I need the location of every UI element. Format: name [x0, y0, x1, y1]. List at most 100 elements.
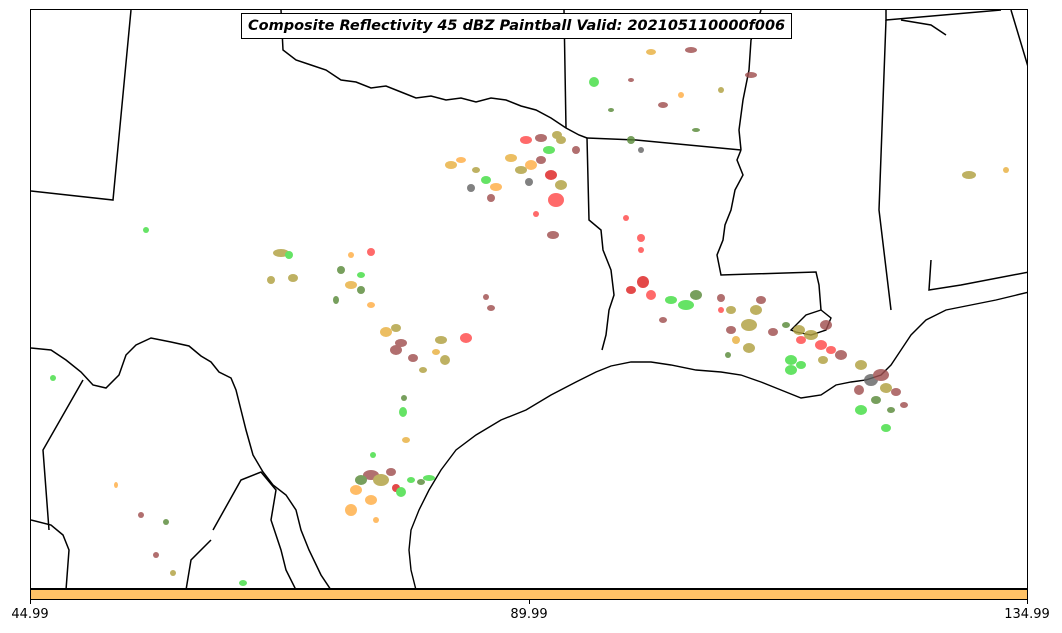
storm-cell	[350, 485, 362, 495]
storm-cell	[628, 78, 634, 82]
storm-cell	[626, 286, 636, 294]
storm-cell	[873, 369, 889, 381]
map-canvas	[31, 10, 1027, 588]
storm-cell	[505, 154, 517, 162]
storm-cell	[962, 171, 976, 179]
storm-cell	[658, 102, 668, 108]
storm-cell	[357, 286, 365, 294]
storm-cell	[543, 146, 555, 154]
storm-cell	[793, 325, 805, 335]
storm-cell	[880, 383, 892, 393]
storm-cell	[881, 424, 891, 432]
storm-cell	[678, 92, 684, 98]
storm-cell	[50, 375, 56, 381]
storm-cell	[490, 183, 502, 191]
storm-cell	[659, 317, 667, 323]
storm-cell	[396, 487, 406, 497]
storm-cell	[900, 402, 908, 408]
colorbar	[30, 589, 1028, 600]
texas-coastline	[408, 291, 1027, 588]
storm-cell	[796, 361, 806, 369]
storm-cell	[370, 452, 376, 458]
storm-cell	[717, 294, 725, 302]
storm-cell	[637, 234, 645, 242]
storm-cell	[432, 349, 440, 355]
storm-cell	[608, 108, 614, 112]
storm-cell	[891, 388, 901, 396]
storm-cell	[380, 327, 392, 337]
storm-cell	[483, 294, 489, 300]
storm-cell	[285, 251, 293, 259]
storm-cell	[796, 336, 806, 344]
storm-cell	[545, 170, 557, 180]
arkansas-south-border	[586, 137, 742, 151]
storm-cell	[143, 227, 149, 233]
storm-cell	[138, 512, 144, 518]
sabine-river-border	[586, 137, 615, 351]
storm-cell	[741, 319, 757, 331]
storm-cell	[239, 580, 247, 586]
colorbar-tick-max	[1027, 600, 1028, 604]
storm-cell	[365, 495, 377, 505]
mexico-state-border-1	[31, 519, 70, 588]
storm-cell	[408, 354, 418, 362]
colorbar-label-min: 44.99	[11, 607, 49, 622]
colorbar-label-max: 134.99	[1004, 607, 1050, 622]
storm-cell	[435, 336, 447, 344]
storm-cell	[487, 305, 495, 311]
storm-cell	[367, 302, 375, 308]
storm-cell	[333, 296, 339, 304]
storm-cell	[423, 475, 435, 481]
colorbar-label-mid: 89.99	[510, 607, 548, 622]
red-river-border	[280, 10, 588, 139]
storm-cell	[456, 157, 466, 163]
storm-cell	[536, 156, 546, 164]
colorbar-tick-mid	[529, 600, 530, 604]
storm-cell	[726, 306, 736, 314]
storm-cell	[407, 477, 415, 483]
storm-cell	[871, 396, 881, 404]
storm-cell	[417, 479, 425, 485]
mexico-state-border-4	[185, 539, 212, 588]
storm-cell	[399, 407, 407, 417]
storm-cell	[345, 504, 357, 516]
storm-cell	[337, 266, 345, 274]
storm-cell	[460, 333, 472, 343]
storm-cell	[726, 326, 736, 334]
storm-cell	[855, 360, 867, 370]
storm-cell	[487, 194, 495, 202]
storm-cell	[692, 128, 700, 132]
map-panel	[30, 9, 1028, 589]
storm-cell	[835, 350, 847, 360]
storm-cell	[440, 355, 450, 365]
mississippi-river-border	[716, 149, 822, 311]
storm-cell	[373, 517, 379, 523]
storm-cell	[348, 252, 354, 258]
storm-cell	[170, 570, 176, 576]
storm-cell	[718, 87, 724, 93]
storm-cell	[745, 72, 757, 78]
map-title: Composite Reflectivity 45 dBZ Paintball …	[241, 13, 793, 39]
storm-cell	[572, 146, 580, 154]
storm-cell	[391, 324, 401, 332]
storm-cell	[401, 395, 407, 401]
tennessee-border	[885, 10, 1002, 21]
georgia-border	[1010, 10, 1027, 66]
storm-cell	[556, 136, 566, 144]
storm-cell	[520, 136, 532, 144]
storm-cell	[472, 167, 480, 173]
storm-cell	[638, 247, 644, 253]
coastline	[408, 291, 1027, 588]
storm-cell	[1003, 167, 1009, 173]
rio-grande-border	[31, 337, 331, 588]
storm-cell	[627, 136, 635, 144]
storm-cell	[533, 211, 539, 217]
storm-cell	[386, 468, 396, 476]
storm-cell	[355, 475, 367, 485]
storm-cell	[725, 352, 731, 358]
storm-cell	[678, 300, 694, 310]
storm-cell	[555, 180, 567, 190]
kentucky-border	[900, 19, 947, 36]
storm-cell	[367, 248, 375, 256]
storm-cell	[589, 77, 599, 87]
